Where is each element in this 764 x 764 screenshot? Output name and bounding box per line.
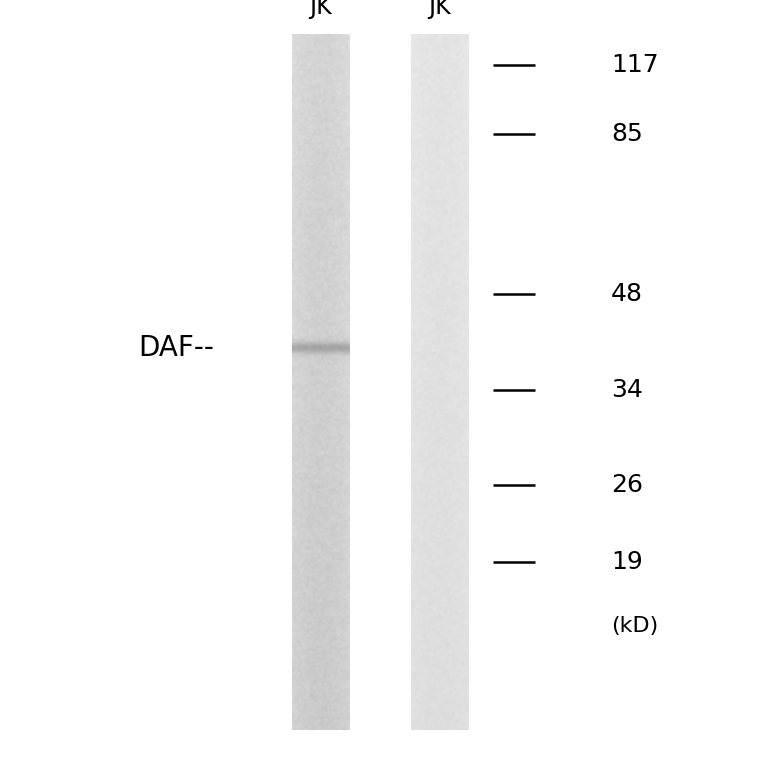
Text: 117: 117 <box>611 53 659 77</box>
Text: JK: JK <box>428 0 451 19</box>
Text: 34: 34 <box>611 377 643 402</box>
Text: DAF--: DAF-- <box>138 334 214 361</box>
Text: 26: 26 <box>611 473 643 497</box>
Text: 85: 85 <box>611 121 643 146</box>
Text: (kD): (kD) <box>611 617 659 636</box>
Text: JK: JK <box>309 0 332 19</box>
Text: 19: 19 <box>611 549 643 574</box>
Text: 48: 48 <box>611 282 643 306</box>
